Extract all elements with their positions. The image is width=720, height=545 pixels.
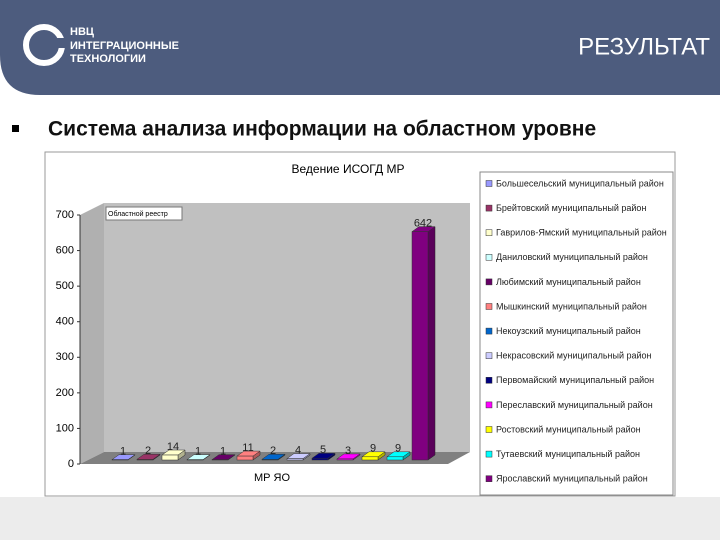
x-tick-label: МР ЯО (254, 472, 291, 484)
legend-swatch (486, 476, 492, 482)
footer-band (0, 497, 720, 540)
bar (162, 455, 178, 460)
legend-swatch (486, 402, 492, 408)
chart-title: Ведение ИСОГД МР (292, 162, 405, 176)
legend-label: Некоузский муниципальный район (496, 326, 641, 336)
bar (287, 459, 303, 460)
legend-label: Мышкинский муниципальный район (496, 301, 647, 311)
legend-swatch (486, 451, 492, 457)
legend-label: Большесельский муниципальный район (496, 178, 664, 188)
legend-label: Любимский муниципальный район (496, 277, 641, 287)
logo-text: ТЕХНОЛОГИИ (70, 53, 146, 65)
y-tick-label: 600 (56, 244, 74, 256)
side-wall (80, 203, 104, 464)
logo-text: ИНТЕГРАЦИОННЫЕ (70, 40, 179, 52)
legend-label: Ростовский муниципальный район (496, 424, 641, 434)
logo-text: НВЦ (70, 26, 94, 38)
legend-swatch (486, 328, 492, 334)
bar (237, 456, 253, 460)
bar (387, 457, 403, 460)
data-label: 2 (270, 445, 276, 457)
legend-label: Тутаевский муниципальный район (496, 449, 640, 459)
logo-cut (40, 38, 66, 48)
data-label: 11 (242, 442, 253, 454)
data-label: 9 (395, 443, 401, 455)
legend-label: Даниловский муниципальный район (496, 252, 648, 262)
data-label: 5 (320, 444, 326, 456)
bullet (12, 125, 19, 132)
data-label: 2 (145, 445, 151, 457)
data-label: 1 (220, 446, 226, 458)
annotation: Областной реестр (108, 210, 168, 218)
data-label: 642 (414, 218, 432, 230)
y-tick-label: 200 (56, 387, 74, 399)
legend-label: Брейтовский муниципальный район (496, 203, 646, 213)
legend-swatch (486, 230, 492, 236)
data-label: 14 (167, 441, 179, 453)
legend-label: Первомайский муниципальный район (496, 375, 654, 385)
legend-label: Некрасовский муниципальный район (496, 351, 652, 361)
bar (262, 459, 278, 460)
y-tick-label: 500 (56, 280, 74, 292)
y-tick-label: 100 (56, 422, 74, 434)
bar (362, 457, 378, 460)
bar-side (428, 227, 435, 460)
legend-swatch (486, 181, 492, 187)
bar (412, 232, 428, 460)
bar (312, 458, 328, 460)
data-label: 1 (195, 446, 201, 458)
legend-swatch (486, 304, 492, 310)
bar (137, 459, 153, 460)
y-tick-label: 400 (56, 316, 74, 328)
y-tick-label: 700 (56, 209, 74, 221)
data-label: 4 (295, 444, 301, 456)
legend-swatch (486, 377, 492, 383)
y-tick-label: 0 (68, 458, 74, 470)
legend-swatch (486, 254, 492, 260)
legend-label: Переславский муниципальный район (496, 400, 653, 410)
data-label: 3 (345, 445, 351, 457)
bar (337, 459, 353, 460)
legend-swatch (486, 353, 492, 359)
heading: Система анализа информации на областном … (48, 118, 596, 141)
data-label: 1 (120, 446, 126, 458)
legend-swatch (486, 279, 492, 285)
data-label: 9 (370, 443, 376, 455)
legend-swatch (486, 205, 492, 211)
legend-swatch (486, 427, 492, 433)
y-tick-label: 300 (56, 351, 74, 363)
legend-label: Гаврилов-Ямский муниципальный район (496, 228, 667, 238)
slide-title: РЕЗУЛЬТАТ (578, 33, 710, 60)
legend-label: Ярославский муниципальный район (496, 474, 648, 484)
